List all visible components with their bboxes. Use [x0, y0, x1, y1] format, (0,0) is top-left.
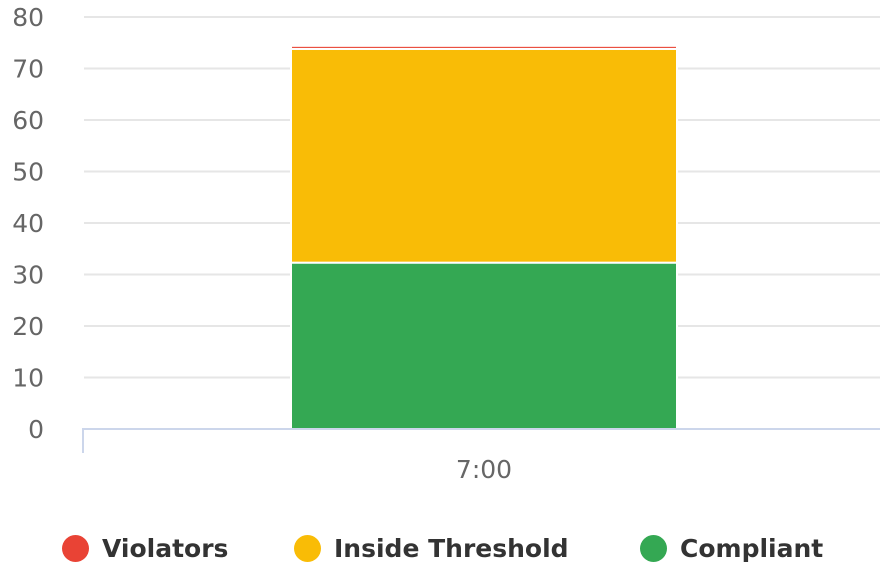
legend-label-inside-threshold: Inside Threshold — [334, 533, 569, 563]
legend-marker-inside-threshold — [294, 534, 321, 562]
legend-item-inside-threshold[interactable]: Inside Threshold — [294, 528, 569, 568]
y-tick-label-10: 10 — [12, 364, 44, 393]
axis-labels: 0 10 20 30 40 50 60 70 80 7:00 — [12, 3, 512, 484]
legend-label-compliant: Compliant — [680, 533, 824, 563]
x-category-label: 7:00 — [456, 455, 512, 484]
bar-compliant[interactable] — [290, 261, 678, 430]
y-tick-label-60: 60 — [12, 106, 44, 135]
y-tick-label-0: 0 — [28, 415, 44, 444]
axes — [82, 428, 880, 453]
bar-violators[interactable] — [290, 44, 678, 50]
y-tick-label-30: 30 — [12, 261, 44, 290]
bar-inside-threshold[interactable] — [290, 47, 678, 264]
y-tick-label-40: 40 — [12, 209, 44, 238]
y-tick-label-70: 70 — [12, 55, 44, 84]
legend-label-violators: Violators — [102, 533, 229, 563]
legend-marker-violators — [62, 534, 89, 562]
legend: Violators Inside Threshold Compliant — [0, 528, 882, 568]
y-tick-label-80: 80 — [12, 3, 44, 32]
bars — [290, 44, 678, 430]
y-tick-label-50: 50 — [12, 158, 44, 187]
legend-item-compliant[interactable]: Compliant — [640, 528, 823, 568]
legend-item-violators[interactable]: Violators — [62, 528, 228, 568]
legend-marker-compliant — [640, 534, 667, 562]
y-tick-label-20: 20 — [12, 312, 44, 341]
